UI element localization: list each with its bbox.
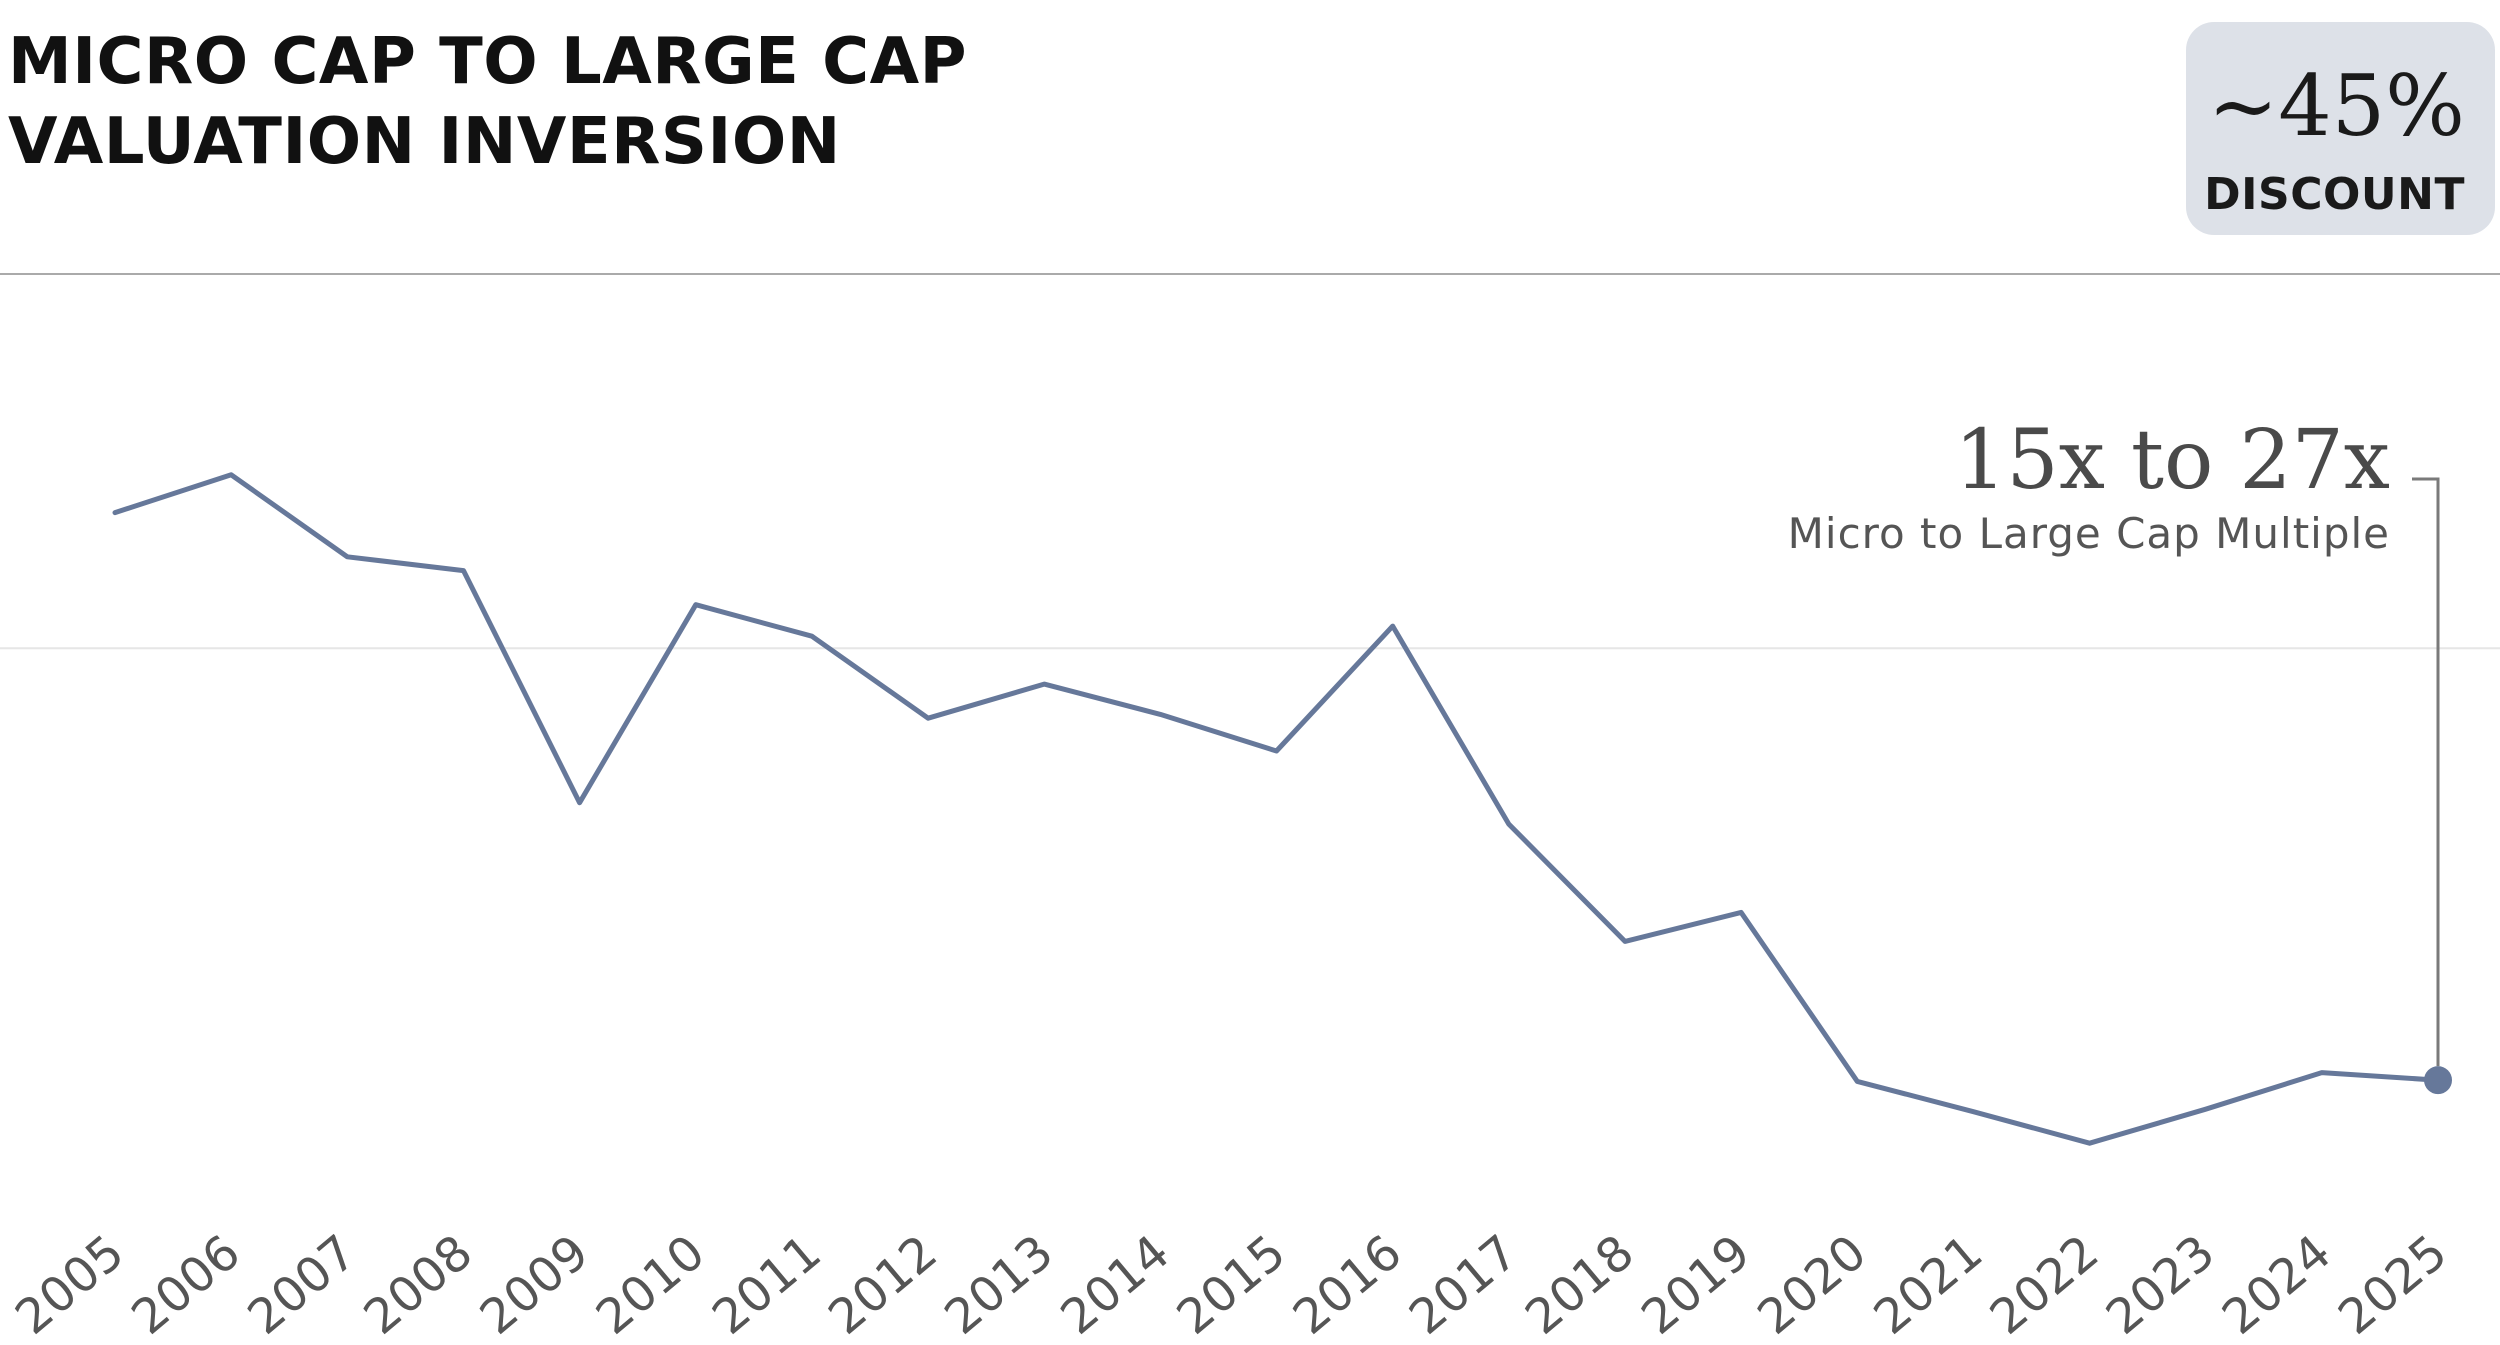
discount-badge-value: ~45%	[2207, 57, 2465, 155]
x-tick-label-2010: 2010	[586, 1224, 716, 1345]
discount-badge-label: DISCOUNT	[2204, 169, 2465, 220]
x-tick-label-2017: 2017	[1399, 1224, 1529, 1345]
data-point-2012	[925, 715, 931, 721]
data-point-2019	[1738, 909, 1744, 915]
x-tick-label-2007: 2007	[237, 1224, 367, 1345]
data-point-2024	[2319, 1070, 2325, 1076]
data-point-2020	[1854, 1078, 1860, 1084]
data-point-2008	[460, 568, 466, 574]
header-divider	[0, 273, 2500, 275]
data-points	[112, 472, 2441, 1146]
chart-title-line-2: VALUATION INVERSION	[8, 105, 841, 179]
x-tick-label-2023: 2023	[2096, 1224, 2226, 1345]
chart-title-line-1: MICRO CAP TO LARGE CAP	[8, 25, 967, 99]
x-tick-label-2005: 2005	[5, 1224, 135, 1345]
data-point-2011	[809, 633, 815, 639]
x-tick-label-2021: 2021	[1864, 1224, 1994, 1345]
callout-value: 15x to 27x	[1954, 413, 2390, 508]
x-tick-label-2018: 2018	[1515, 1224, 1645, 1345]
data-point-2007	[344, 554, 350, 560]
data-point-2005	[112, 510, 118, 516]
x-tick-label-2008: 2008	[354, 1224, 484, 1345]
x-tick-label-2022: 2022	[1980, 1224, 2110, 1345]
data-point-2023	[2203, 1106, 2209, 1112]
x-tick-label-2015: 2015	[1167, 1224, 1297, 1345]
data-point-2017	[1506, 821, 1512, 827]
data-point-2006	[228, 472, 234, 478]
x-tick-label-2012: 2012	[818, 1224, 948, 1345]
x-tick-label-2009: 2009	[470, 1224, 600, 1345]
x-tick-label-2013: 2013	[934, 1224, 1064, 1345]
x-tick-label-2006: 2006	[121, 1224, 251, 1345]
data-point-2014	[1157, 711, 1163, 717]
data-point-2013	[1041, 681, 1047, 687]
x-axis-tick-labels: 2005200620072008200920102011201220132014…	[5, 1224, 2458, 1345]
highlight-point-2025	[2424, 1066, 2452, 1095]
x-tick-label-2024: 2024	[2212, 1224, 2342, 1345]
data-point-2018	[1622, 938, 1628, 944]
callout-label: Micro to Large Cap Multiple	[1788, 509, 2390, 558]
series-line	[112, 472, 2441, 1146]
chart-title: MICRO CAP TO LARGE CAP VALUATION INVERSI…	[8, 22, 967, 182]
callout-leader-line	[2412, 477, 2440, 1067]
discount-badge: ~45% DISCOUNT	[2186, 22, 2495, 235]
x-tick-label-2019: 2019	[1631, 1224, 1761, 1345]
data-point-2021	[1970, 1109, 1976, 1115]
x-tick-label-2020: 2020	[1747, 1224, 1877, 1345]
data-point-2015	[1274, 748, 1280, 754]
x-tick-label-2014: 2014	[1050, 1224, 1180, 1345]
data-point-2022	[2087, 1140, 2093, 1146]
data-point-2010	[693, 602, 699, 608]
x-tick-label-2016: 2016	[1283, 1224, 1413, 1345]
x-tick-label-2011: 2011	[702, 1224, 832, 1345]
data-point-2016	[1390, 623, 1396, 629]
data-point-2009	[577, 800, 583, 806]
x-tick-label-2025: 2025	[2328, 1224, 2458, 1345]
